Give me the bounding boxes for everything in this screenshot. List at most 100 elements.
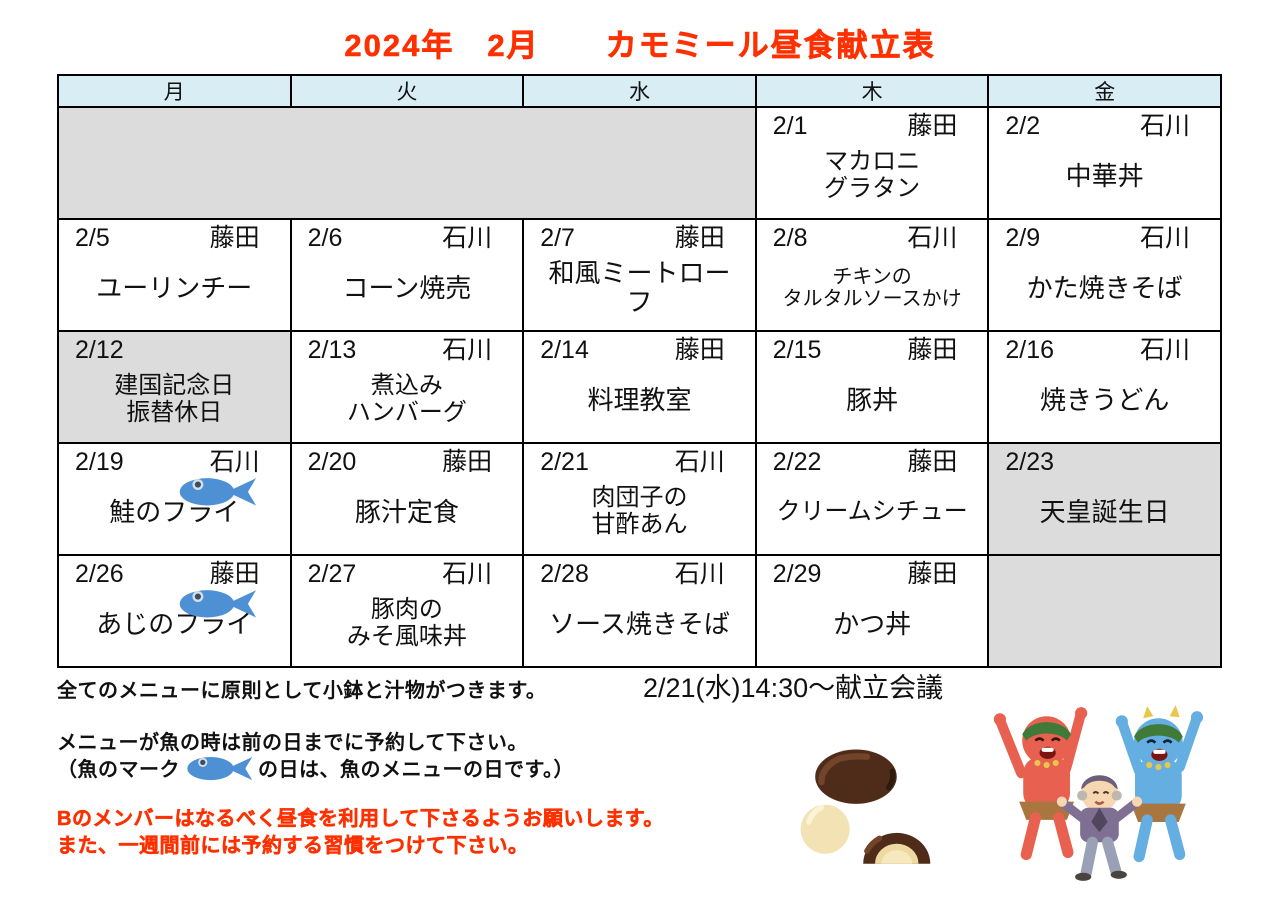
staff-label: 石川 (442, 224, 493, 252)
day-cell-2-22: 2/22 藤田 クリームシチュー (754, 442, 990, 556)
weekday-mon: 月 (57, 74, 292, 108)
menu-label: 和風ミートローフ (548, 258, 731, 318)
cell-header: 2/8 石川 (757, 220, 988, 253)
fish-icon (182, 750, 256, 784)
cell-header: 2/27 石川 (292, 556, 523, 589)
menu-label: 焼きうどん (1039, 384, 1170, 415)
menu-label: 煮込み ハンバーグ (346, 372, 467, 427)
date-label: 2/9 (1005, 224, 1041, 252)
menu-label: あじのフライ (96, 608, 253, 639)
empty-cell (57, 106, 757, 220)
cell-header: 2/12 (59, 332, 290, 365)
date-label: 2/23 (1005, 448, 1055, 476)
cell-header: 2/16 石川 (989, 332, 1220, 365)
date-label: 2/13 (307, 336, 357, 364)
day-cell-2-7: 2/7 藤田和風ミートローフ (522, 218, 757, 332)
menu-label: かた焼きそば (1026, 272, 1183, 303)
calendar-row: 2/12 建国記念日 振替休日 2/13 石川 煮込み ハンバーグ 2/14 藤田 料理教室 2/1… (57, 330, 1222, 444)
weekday-header-row: 月 火 水 木 金 (57, 74, 1222, 108)
fish-icon (187, 756, 253, 781)
calendar-row: 2/5 藤田 ユーリンチー 2/6 石川 コーン焼売 2/7 藤田 和風ミートローフ 2/8 石川チ… (57, 218, 1222, 332)
day-cell-2-2: 2/2 石川 中華丼 (987, 106, 1222, 220)
staff-label: 石川 (674, 448, 725, 476)
cell-header: 2/13 石川 (292, 332, 523, 365)
page-title: 2024年 2月 カモミール昼食献立表 (344, 28, 936, 64)
day-cell-2-20: 2/20 藤田 豚汁定食 (289, 442, 525, 556)
date-label: 2/27 (307, 560, 357, 588)
staff-label: 石川 (674, 560, 725, 588)
date-label: 2/14 (540, 336, 589, 364)
staff-label: 石川 (907, 224, 958, 252)
calendar-row: 2/26 藤田 あじのフライ 2/27 石川 豚肉の みそ風味丼 2/28 石川 ソース焼きそば 2… (57, 554, 1222, 668)
note-fish-mark-pre: （魚のマーク (57, 758, 180, 781)
staff-label: 藤田 (907, 560, 958, 588)
day-cell-2-1: 2/1 藤田マカロニ グラタン (754, 106, 990, 220)
cell-header: 2/20 藤田 (292, 444, 523, 477)
staff-label: 石川 (1139, 336, 1190, 364)
day-cell-2-16: 2/16 石川 焼きうどん (987, 330, 1222, 444)
day-cell-2-6: 2/6 石川 コーン焼売 (289, 218, 525, 332)
cell-header: 2/14 藤田 (524, 332, 755, 365)
chocolate-illustration (800, 749, 931, 864)
date-label: 2/6 (307, 224, 343, 252)
date-label: 2/8 (772, 224, 808, 252)
menu-label: 中華丼 (1065, 160, 1144, 191)
day-cell-2-23: 2/23 天皇誕生日 (987, 442, 1222, 556)
date-label: 2/29 (772, 560, 822, 588)
staff-label: 藤田 (209, 560, 260, 588)
cell-header: 2/1 藤田 (757, 108, 988, 141)
menu-label: 建国記念日 振替休日 (114, 372, 235, 427)
staff-label: 石川 (442, 336, 493, 364)
day-cell-2-28: 2/28 石川 ソース焼きそば (522, 554, 757, 668)
note-b-members: Bのメンバーはなるべく昼食を利用して下さるようお願いします。 (57, 808, 664, 831)
cell-header: 2/5 藤田 (59, 220, 290, 253)
day-cell-2-5: 2/5 藤田ユーリンチー (57, 218, 292, 332)
weekday-tue: 火 (289, 74, 525, 108)
calendar-row: 2/1 藤田 マカロニ グラタン 2/2 石川 中華丼 (57, 106, 1222, 220)
cell-header: 2/7 藤田 (524, 220, 755, 253)
cell-header: 2/28 石川 (524, 556, 755, 589)
fish-icon (179, 478, 256, 506)
staff-label: 藤田 (907, 336, 958, 364)
day-cell-2-13: 2/13 石川煮込み ハンバーグ (289, 330, 525, 444)
menu-label: 豚汁定食 (354, 496, 459, 527)
cell-header: 2/19 石川 (59, 444, 290, 477)
menu-label: 肉団子の 甘酢あん (591, 484, 688, 539)
weekday-wed: 水 (522, 74, 757, 108)
menu-label: マカロニ グラタン (824, 148, 921, 203)
day-cell-2-21: 2/21 石川肉団子の 甘酢あん (522, 442, 757, 556)
staff-label: 藤田 (674, 336, 725, 364)
staff-label: 石川 (1139, 112, 1190, 140)
staff-label: 藤田 (907, 112, 958, 140)
cell-header: 2/6 石川 (292, 220, 523, 253)
menu-label: ユーリンチー (96, 272, 253, 303)
elderly-man (1056, 775, 1143, 881)
menu-label: 豚丼 (846, 384, 899, 415)
day-cell-2-14: 2/14 藤田料理教室 (522, 330, 757, 444)
menu-label: かつ丼 (833, 608, 912, 639)
date-label: 2/19 (75, 448, 124, 476)
note-fish-mark-post: の日は、魚のメニューの日です。） (258, 758, 574, 781)
date-label: 2/15 (772, 336, 822, 364)
cell-header: 2/23 (989, 444, 1220, 477)
empty-cell (987, 554, 1222, 668)
note-fish-mark-line: （魚のマーク の日は、魚のメニューの日です。） (57, 750, 574, 784)
date-label: 2/20 (307, 448, 357, 476)
day-cell-2-19: 2/19 石川 鮭のフライ (57, 442, 292, 556)
menu-label: チキンの タルタルソースかけ (782, 265, 962, 311)
staff-label: 石川 (209, 448, 260, 476)
menu-label: 豚肉の みそ風味丼 (346, 596, 467, 651)
weekday-thu: 木 (754, 74, 990, 108)
day-cell-2-15: 2/15 藤田 豚丼 (754, 330, 990, 444)
staff-label: 藤田 (674, 224, 725, 252)
date-label: 2/21 (540, 448, 589, 476)
day-cell-2-12: 2/12 建国記念日 振替休日 (57, 330, 292, 444)
day-cell-2-27: 2/27 石川豚肉の みそ風味丼 (289, 554, 525, 668)
date-label: 2/1 (772, 112, 808, 140)
note-fish-reserve: メニューが魚の時は前の日までに予約して下さい。 (57, 732, 528, 754)
menu-label: 料理教室 (587, 384, 692, 415)
menu-label: ソース焼きそば (549, 608, 730, 639)
red-oni (993, 707, 1088, 861)
staff-label: 石川 (442, 560, 493, 588)
